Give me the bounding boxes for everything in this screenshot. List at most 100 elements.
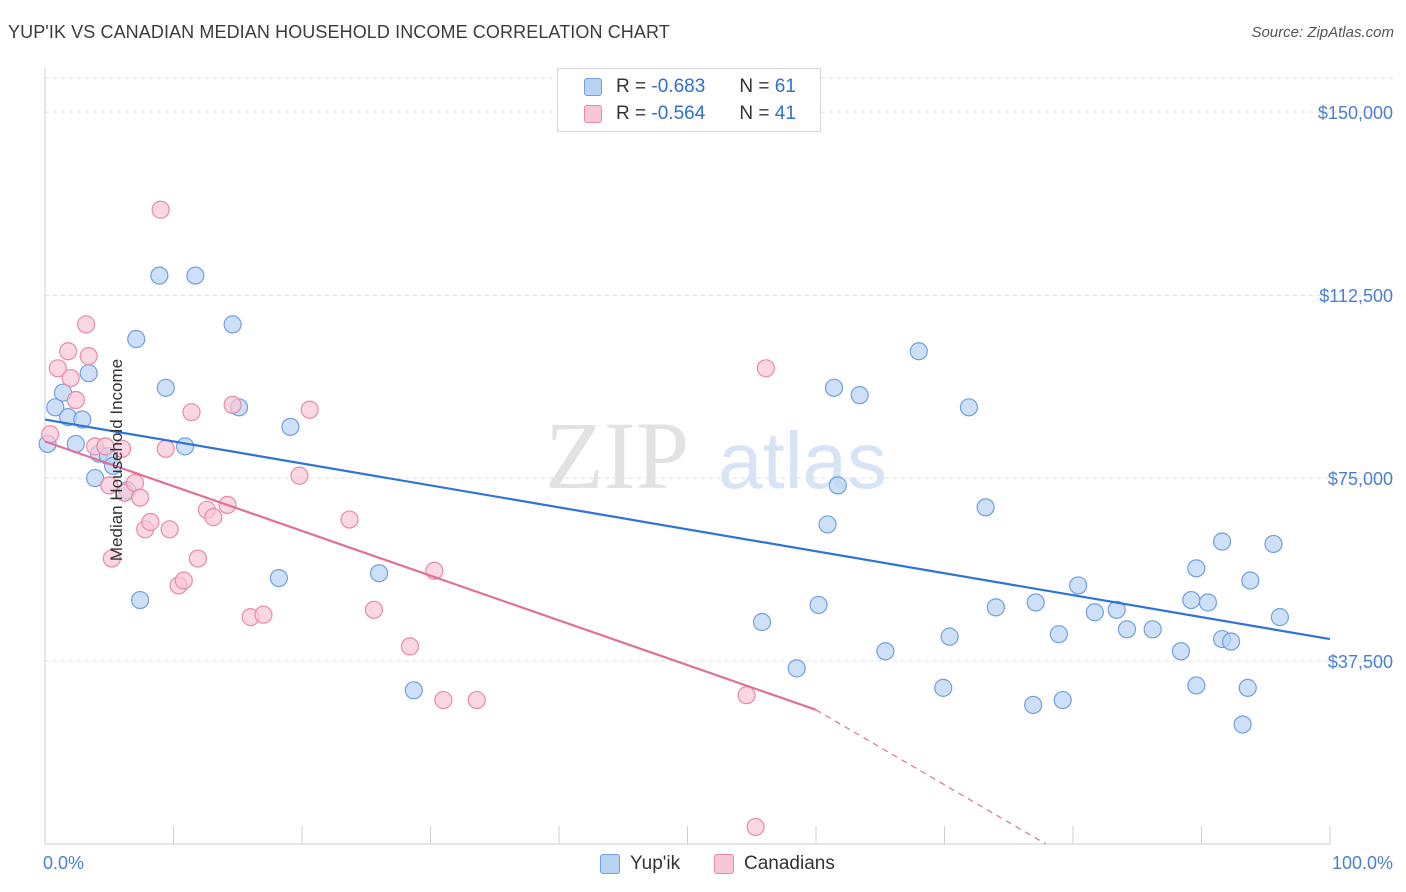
x-tick-label: 100.0% [1332, 853, 1393, 873]
legend-swatch-blue [584, 78, 602, 96]
yupik-point [850, 386, 869, 405]
legend-n-label: N = [739, 103, 770, 124]
yupik-point [1264, 534, 1283, 554]
canadians-point [174, 571, 193, 590]
yupik-point [1221, 632, 1241, 651]
yupik-point [1143, 620, 1162, 639]
data-points [38, 200, 1289, 837]
yupik-point [809, 595, 828, 615]
canadians-point [364, 600, 384, 619]
canadians-point [188, 549, 208, 568]
yupik-point [787, 659, 806, 678]
yupik-point [150, 266, 169, 285]
yupik-point [818, 515, 837, 534]
legend-n-value: 41 [774, 103, 796, 124]
y-tick-label: $112,500 [1319, 286, 1393, 306]
yupik-trend-line [44, 418, 1331, 641]
canadians-point [141, 512, 160, 532]
legend-item-yupik[interactable]: Yup'ik [600, 852, 680, 876]
yupik-point [1049, 625, 1068, 644]
x-tick-label: 0.0% [43, 853, 84, 873]
canadians-point [340, 510, 359, 529]
canadians-point [102, 549, 121, 568]
canadians-point [79, 347, 98, 366]
yupik-point [175, 437, 195, 456]
legend-r-label: R = [616, 103, 647, 124]
legend-r-label: R = [616, 76, 647, 97]
canadians-point [290, 466, 309, 485]
legend-label-canadians: Canadians [744, 853, 835, 874]
canadians-point [66, 390, 85, 410]
yupik-point [976, 498, 995, 517]
canadians-point [467, 690, 486, 710]
yupik-point [752, 612, 772, 632]
yupik-point [1024, 695, 1043, 715]
legend-r-value: -0.683 [651, 76, 706, 97]
yupik-point [370, 564, 389, 583]
canadians-point [61, 368, 80, 388]
legend-r-value: -0.564 [651, 103, 706, 124]
y-axis-label: Median Household Income [107, 358, 127, 562]
legend-n-label: N = [739, 76, 770, 97]
yupik-point [1053, 690, 1072, 710]
y-tick-label: $37,500 [1328, 652, 1393, 672]
source-label: Source: ZipAtlas.com [1251, 24, 1394, 41]
canadians-point [223, 395, 242, 414]
yupik-point [1241, 571, 1260, 590]
chart-title: YUP'IK VS CANADIAN MEDIAN HOUSEHOLD INCO… [8, 22, 670, 42]
canadians-point [182, 403, 201, 422]
canadians-point [434, 690, 453, 710]
legend-row-canadians: R = -0.564 N = 41 [584, 102, 796, 126]
yupik-point [1085, 603, 1104, 622]
yupik-point [86, 468, 105, 488]
canadians-point [100, 476, 119, 495]
yupik-point [1171, 642, 1191, 661]
legend-swatch-pink [714, 854, 734, 874]
yupik-point [269, 568, 288, 588]
canadians-point [254, 605, 273, 624]
canadians-point [77, 315, 96, 334]
yupik-point [828, 476, 847, 495]
legend-swatch-pink [584, 105, 602, 123]
yupik-point [1233, 715, 1252, 734]
yupik-point [281, 417, 300, 436]
canadians-point [130, 488, 150, 507]
yupik-point [1187, 676, 1206, 695]
yupik-point [1182, 590, 1201, 610]
legend-item-canadians[interactable]: Canadians [714, 852, 835, 876]
yupik-point [46, 398, 65, 417]
yupik-point [1107, 600, 1126, 619]
legend-swatch-blue [600, 854, 620, 874]
yupik-point [824, 378, 844, 397]
yupik-point [986, 598, 1006, 617]
yupik-point [1117, 620, 1137, 639]
canadians-point [59, 342, 78, 361]
canadians-point [756, 359, 775, 378]
canadians-point [300, 400, 319, 419]
yupik-point [909, 342, 928, 361]
canadians-point [112, 439, 132, 458]
yupik-point [1198, 593, 1218, 612]
canadians-point [48, 359, 67, 378]
legend-row-yupik: R = -0.683 N = 61 [584, 75, 796, 99]
yupik-point [223, 315, 242, 334]
yupik-point [73, 410, 92, 429]
trend-lines [44, 418, 1331, 845]
watermark-zip: ZIP [545, 402, 689, 509]
canadians-point [41, 425, 60, 444]
legend-label-yupik: Yup'ik [630, 853, 681, 874]
yupik-point [1238, 678, 1257, 697]
canadians-trend-line [44, 440, 817, 711]
tick-labels: $37,500 $75,000 $112,500 $150,000 0.0% 100.0% [43, 103, 1393, 873]
watermark-atlas: atlas [718, 416, 887, 505]
canadians-trend-extension [815, 709, 1047, 845]
canadians-point [737, 686, 756, 705]
yupik-point [156, 378, 175, 397]
yupik-point [127, 329, 146, 349]
yupik-point [876, 642, 895, 661]
correlation-legend: R = -0.683 N = 61 R = -0.564 N = 41 [557, 68, 821, 132]
yupik-point [1212, 532, 1232, 551]
canadians-point [400, 637, 420, 656]
yupik-point [1069, 576, 1088, 595]
canadians-point [151, 200, 170, 219]
